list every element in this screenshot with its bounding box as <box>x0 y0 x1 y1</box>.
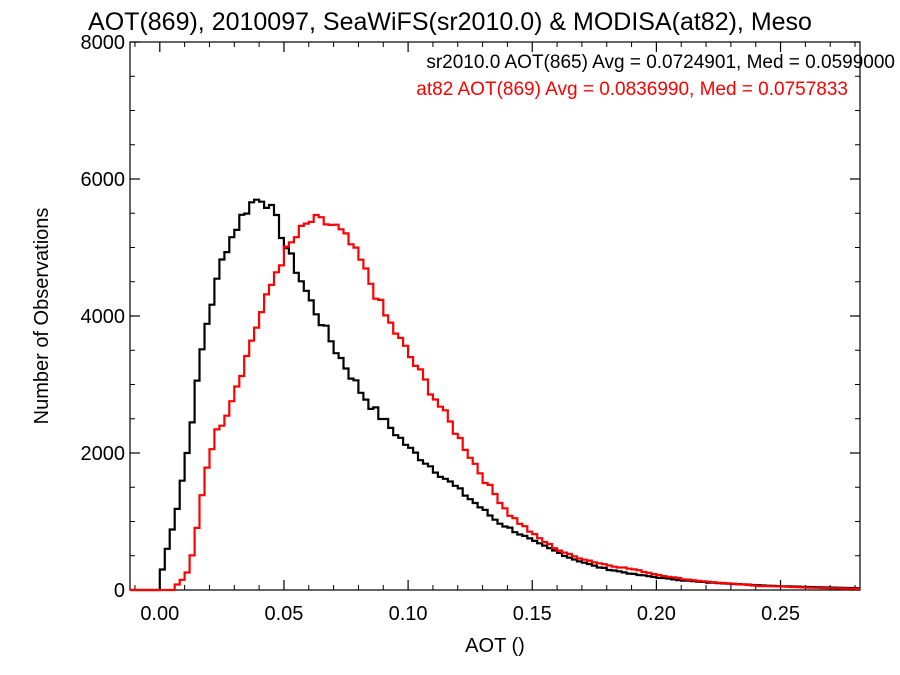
legend: sr2010.0 AOT(865) Avg = 0.0724901, Med =… <box>416 52 895 100</box>
series-line-sr2010 <box>130 198 860 592</box>
x-tick-label: 0.10 <box>389 603 428 625</box>
y-tick-label: 6000 <box>81 169 126 191</box>
y-tick-label: 8000 <box>81 32 126 54</box>
legend-entry-at82: at82 AOT(869) Avg = 0.0836990, Med = 0.0… <box>416 79 848 100</box>
x-axis-ticks: 0.00 0.05 0.10 0.15 0.20 0.25 <box>134 42 856 625</box>
x-axis-label: AOT () <box>465 635 525 657</box>
x-tick-label: 0.15 <box>513 603 552 625</box>
y-tick-label: 2000 <box>81 443 126 465</box>
series-line-at82 <box>130 213 860 592</box>
x-tick-label: 0.05 <box>264 603 303 625</box>
plot-frame <box>129 41 861 591</box>
y-tick-label: 4000 <box>81 306 126 328</box>
plot-area: 0.00 0.05 0.10 0.15 0.20 0.25 0 2000 4000 6000 80… <box>81 32 861 625</box>
chart-title: AOT(869), 2010097, SeaWiFS(sr2010.0) & M… <box>88 8 812 36</box>
y-tick-label: 0 <box>114 580 125 602</box>
y-axis-label: Number of Observations <box>31 208 53 425</box>
legend-entry-sr2010: sr2010.0 AOT(865) Avg = 0.0724901, Med =… <box>426 52 895 73</box>
series-lines <box>130 198 860 592</box>
x-tick-label: 0.20 <box>637 603 676 625</box>
x-tick-label: 0.25 <box>761 603 800 625</box>
y-axis-ticks: 0 2000 4000 6000 8000 <box>81 32 860 602</box>
x-tick-label: 0.00 <box>140 603 179 625</box>
